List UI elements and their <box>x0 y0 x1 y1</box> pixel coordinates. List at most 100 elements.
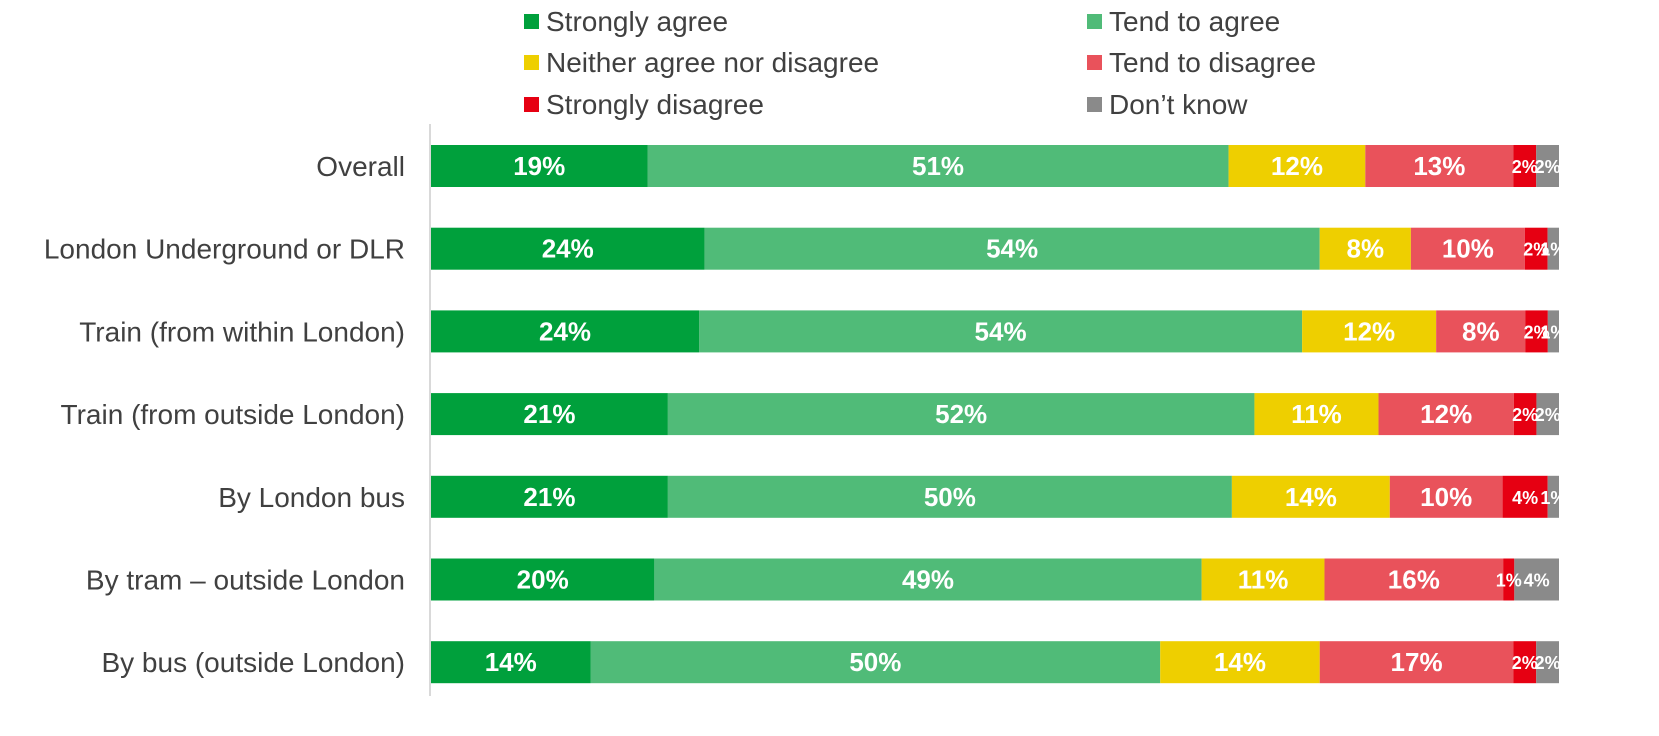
bar-segment-tend-to-agree <box>704 227 1320 270</box>
data-label: 12% <box>1343 316 1395 346</box>
bar-segment-tend-to-disagree <box>1324 558 1504 601</box>
bar-segment-strongly-agree <box>431 641 591 684</box>
data-label: 10% <box>1442 234 1494 264</box>
bar-segment-don-t-know <box>1514 558 1559 601</box>
legend-label: Neither agree nor disagree <box>546 47 879 78</box>
data-labels: 19% 51% 12% 13% 2%2%24% 54% 8% 10% 2%1%24% 54% 12%… <box>485 151 1567 677</box>
category-label: Overall <box>316 151 405 182</box>
data-label: 2% <box>1535 157 1561 177</box>
legend-item-tend-to-agree: Tend to agree <box>1087 6 1280 37</box>
bar-segment-don-t-know <box>1547 475 1559 518</box>
data-label: 2% <box>1512 405 1538 425</box>
data-label: 24% <box>542 234 594 264</box>
bar-segment-neither-agree-nor-disagree <box>1228 145 1366 187</box>
category-labels: Overall London Underground or DLR Train (f… <box>44 151 405 678</box>
data-label: 12% <box>1271 151 1323 181</box>
data-label: 21% <box>523 399 575 429</box>
data-label: 2% <box>1512 157 1538 177</box>
data-label: 1% <box>1540 322 1566 342</box>
data-label: 12% <box>1420 399 1472 429</box>
data-label: 49% <box>902 565 954 595</box>
legend-item-neither-agree-nor-disagree: Neither agree nor disagree <box>524 47 879 78</box>
data-label: 8% <box>1462 316 1500 346</box>
bar-segment-tend-to-agree <box>699 310 1303 353</box>
bar-segment-tend-to-agree <box>654 558 1202 601</box>
data-label: 4% <box>1512 488 1538 508</box>
bar-segment-strongly-disagree <box>1513 145 1537 187</box>
data-label: 24% <box>539 316 591 346</box>
bar-segment-strongly-disagree <box>1513 641 1537 684</box>
bar-segment-neither-agree-nor-disagree <box>1319 227 1411 270</box>
data-label: 8% <box>1347 234 1385 264</box>
data-label: 1% <box>1496 571 1522 591</box>
data-label: 11% <box>1291 399 1342 429</box>
legend-swatch <box>524 55 539 70</box>
data-label: 2% <box>1523 240 1549 260</box>
bar-segment-neither-agree-nor-disagree <box>1254 393 1379 436</box>
bar-segment-neither-agree-nor-disagree <box>1160 641 1320 684</box>
bar-segment-tend-to-disagree <box>1436 310 1526 353</box>
legend-swatch <box>1087 55 1102 70</box>
category-label: By London bus <box>218 482 405 513</box>
bar-segment-strongly-disagree <box>1524 227 1548 270</box>
data-label: 14% <box>1214 647 1266 677</box>
bar-segment-strongly-agree <box>431 310 700 353</box>
data-label: 16% <box>1388 565 1440 595</box>
legend-swatch <box>1087 14 1102 29</box>
bar-segment-tend-to-disagree <box>1378 393 1514 436</box>
bar-segment-don-t-know <box>1536 393 1559 436</box>
data-label: 11% <box>1238 565 1289 595</box>
data-label: 4% <box>1524 571 1550 591</box>
bar-segment-strongly-agree <box>431 393 668 436</box>
legend-item-don-t-know: Don’t know <box>1087 89 1248 120</box>
chart-legend: Strongly agree Tend to agree Neither agree… <box>524 6 1316 120</box>
bar-segment-don-t-know <box>1536 145 1559 187</box>
legend-label: Strongly disagree <box>546 89 764 120</box>
legend-item-tend-to-disagree: Tend to disagree <box>1087 47 1316 78</box>
bar-segment-tend-to-disagree <box>1365 145 1514 187</box>
legend-label: Tend to agree <box>1109 6 1280 37</box>
data-label: 20% <box>517 565 569 595</box>
legend-label: Don’t know <box>1109 89 1248 120</box>
bar-segment-tend-to-disagree <box>1389 475 1503 518</box>
data-label: 54% <box>986 234 1038 264</box>
legend-swatch <box>524 97 539 112</box>
data-label: 1% <box>1540 488 1566 508</box>
data-label: 19% <box>513 151 565 181</box>
bar-segment-strongly-agree <box>431 475 668 518</box>
data-label: 2% <box>1535 653 1561 673</box>
data-label: 54% <box>975 316 1027 346</box>
bar-segment-don-t-know <box>1536 641 1559 684</box>
bar-segment-tend-to-agree <box>667 475 1232 518</box>
data-label: 51% <box>912 151 964 181</box>
data-label: 50% <box>849 647 901 677</box>
data-label: 2% <box>1512 653 1538 673</box>
data-label: 17% <box>1391 647 1443 677</box>
category-label: London Underground or DLR <box>44 234 405 265</box>
category-label: By bus (outside London) <box>101 647 405 678</box>
data-label: 1% <box>1540 240 1566 260</box>
bar-segment-neither-agree-nor-disagree <box>1231 475 1390 518</box>
data-label: 2% <box>1524 322 1550 342</box>
data-label: 13% <box>1413 151 1465 181</box>
legend-swatch <box>1087 97 1102 112</box>
legend-swatch <box>524 14 539 29</box>
bars <box>431 145 1559 684</box>
bar-segment-tend-to-disagree <box>1319 641 1514 684</box>
data-label: 52% <box>935 399 987 429</box>
bar-segment-tend-to-disagree <box>1410 227 1525 270</box>
bar-segment-strongly-agree <box>431 227 705 270</box>
data-label: 14% <box>485 647 537 677</box>
data-label: 10% <box>1420 482 1472 512</box>
bar-segment-neither-agree-nor-disagree <box>1302 310 1437 353</box>
bar-segment-strongly-disagree <box>1513 393 1537 436</box>
bar-segment-strongly-agree <box>431 145 648 187</box>
data-label: 21% <box>523 482 575 512</box>
bar-segment-strongly-disagree <box>1503 558 1515 601</box>
bar-segment-strongly-disagree <box>1525 310 1548 353</box>
bar-segment-strongly-agree <box>431 558 655 601</box>
bar-segment-don-t-know <box>1547 227 1559 270</box>
category-label: Train (from within London) <box>79 316 405 347</box>
category-label: By tram – outside London <box>86 565 405 596</box>
